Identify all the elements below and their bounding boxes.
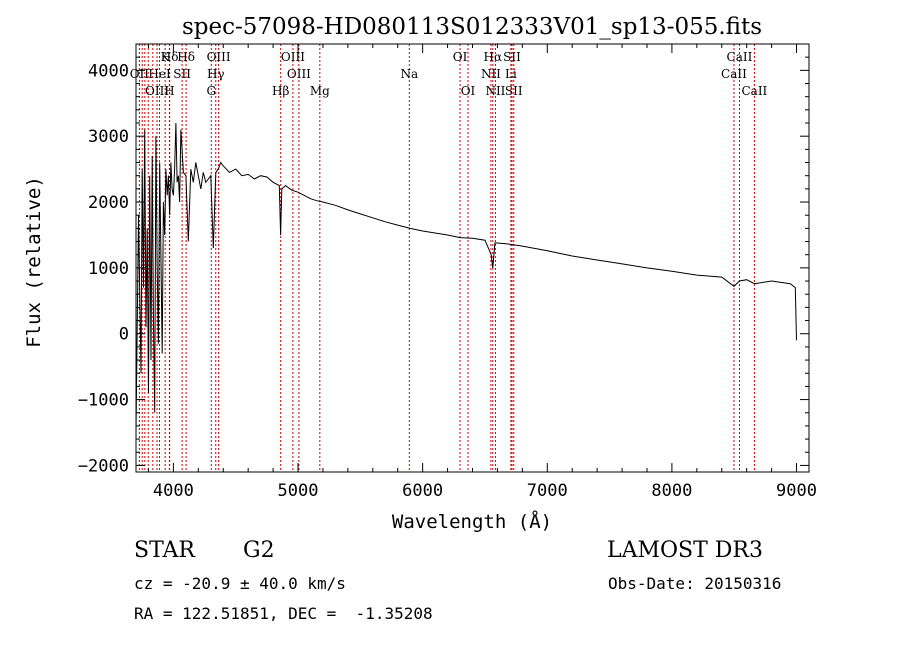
class-label: STAR <box>134 538 195 563</box>
coords-text: RA = 122.51851, DEC = -1.35208 <box>134 604 433 623</box>
x-tick-label: 5000 <box>278 481 319 501</box>
plot-frame <box>135 43 810 473</box>
line-label: CaII <box>727 50 753 64</box>
line-label: Hδ <box>177 50 195 64</box>
obs-date-text: Obs-Date: 20150316 <box>608 574 782 593</box>
line-label: CaII <box>741 84 767 98</box>
line-label: Hα <box>484 50 503 64</box>
redshift-text: cz = -20.9 ± 40.0 km/s <box>134 574 346 593</box>
line-label: CaII <box>721 67 747 81</box>
line-label: G <box>206 84 216 98</box>
line-label: SII <box>505 84 523 98</box>
y-tick-label: −2000 <box>78 456 129 476</box>
x-tick-label: 9000 <box>776 481 817 501</box>
line-label: Hβ <box>272 84 289 98</box>
y-axis: −2000 −1000 0 1000 2000 3000 4000 <box>78 56 809 476</box>
line-markers <box>138 44 755 472</box>
line-label: Hγ <box>207 67 225 81</box>
line-label: NII <box>485 84 505 98</box>
line-label: SII <box>173 67 191 81</box>
line-label: OIII <box>281 50 305 64</box>
chart-title: spec-57098-HD080113S012333V01_sp13-055.f… <box>182 14 762 40</box>
x-axis: 4000 5000 6000 7000 8000 9000 <box>147 44 817 501</box>
line-label: NII <box>481 67 501 81</box>
y-axis-label: Flux (relative) <box>23 176 45 348</box>
y-tick-label: 2000 <box>88 193 129 213</box>
x-tick-label: 6000 <box>402 481 443 501</box>
line-label: OI <box>453 50 468 64</box>
line-label: Na <box>400 67 418 81</box>
line-label: HeI <box>148 67 171 81</box>
line-label: OIII <box>287 67 311 81</box>
y-tick-label: 4000 <box>88 61 129 81</box>
line-label: SII <box>503 50 521 64</box>
line-label: H <box>164 84 174 98</box>
y-tick-label: 3000 <box>88 127 129 147</box>
survey-label: LAMOST DR3 <box>607 538 763 563</box>
x-tick-label: 8000 <box>651 481 692 501</box>
x-tick-label: 4000 <box>153 481 194 501</box>
y-tick-label: 1000 <box>88 259 129 279</box>
y-tick-label: −1000 <box>78 391 129 411</box>
subclass-label: G2 <box>243 538 275 563</box>
x-axis-label: Wavelength (Å) <box>392 510 552 533</box>
line-label: K <box>161 50 171 64</box>
line-label: OIII <box>207 50 231 64</box>
x-tick-label: 7000 <box>527 481 568 501</box>
line-label: Li <box>505 67 517 81</box>
y-tick-label: 0 <box>119 325 129 345</box>
line-label: Mg <box>310 84 330 98</box>
line-label: OIII <box>145 84 169 98</box>
line-label: Hδ <box>161 50 179 64</box>
spectrum-line <box>135 122 797 433</box>
line-label: OI <box>461 84 476 98</box>
line-label: OII <box>130 67 150 81</box>
